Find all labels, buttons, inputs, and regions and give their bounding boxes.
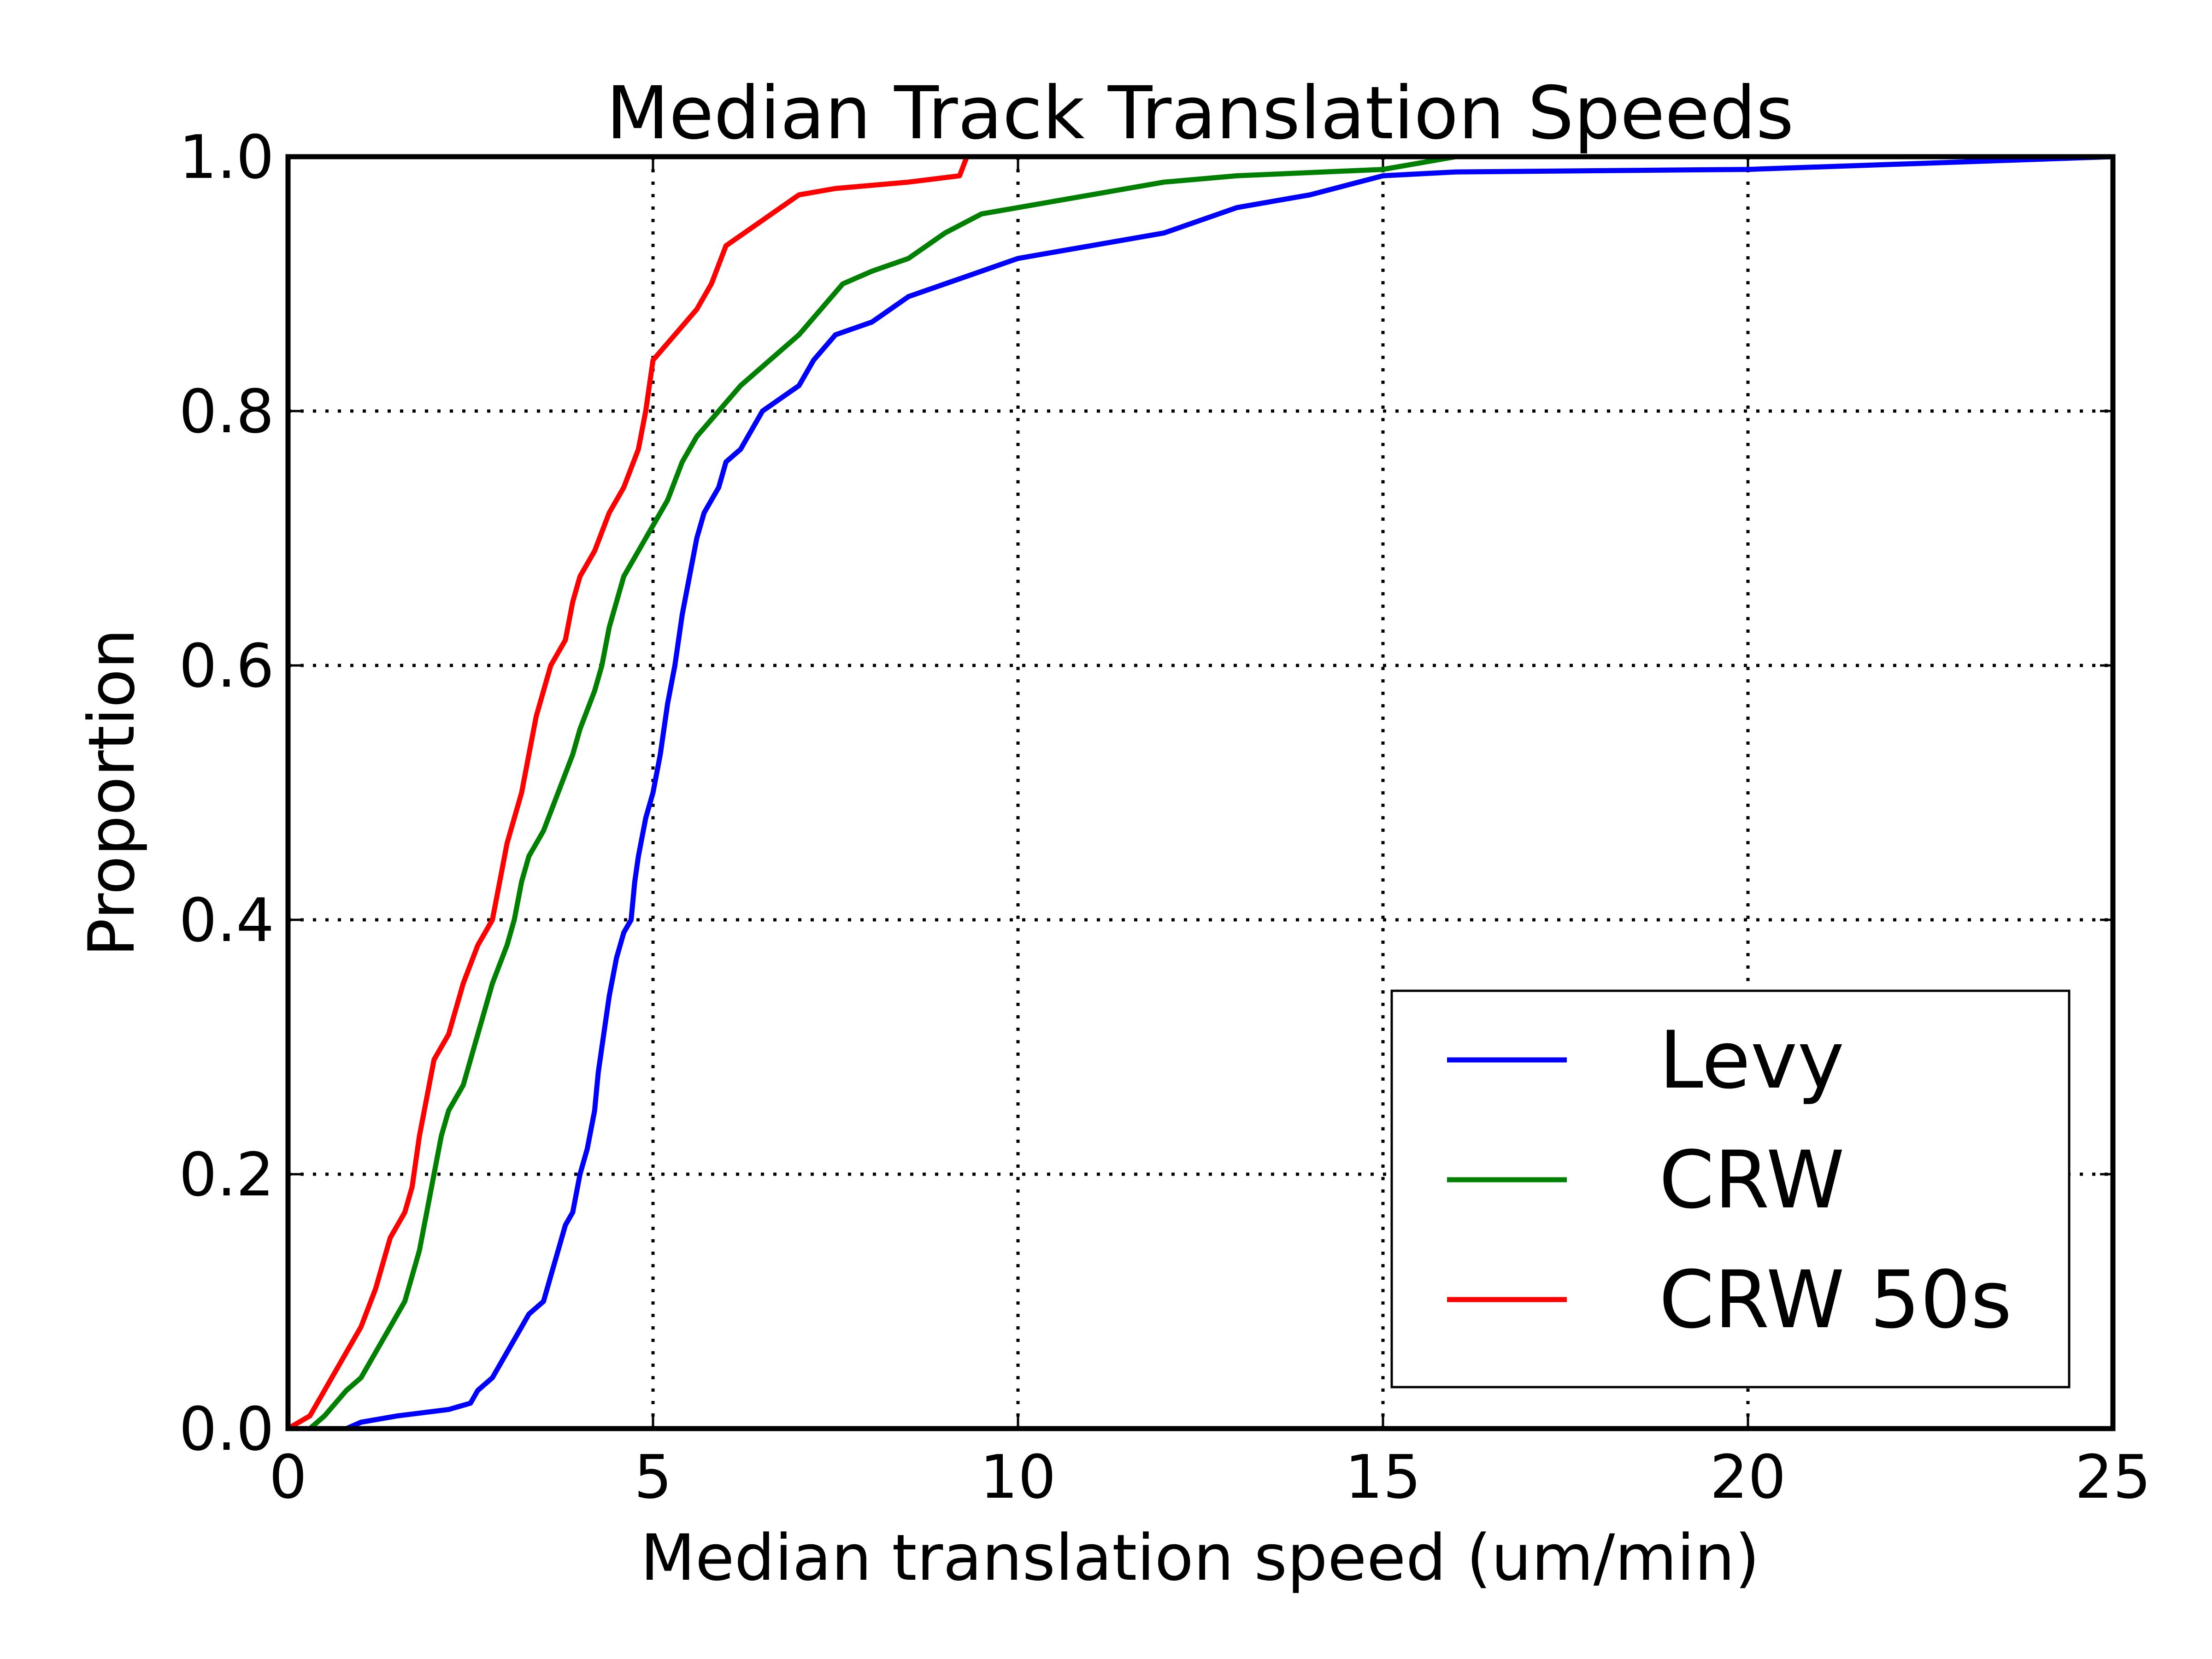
- y-tick-label: 0.2: [179, 1140, 274, 1210]
- legend: Levy CRW CRW 50s: [1390, 989, 2071, 1388]
- chart-title: Median Track Translation Speeds: [606, 71, 1794, 156]
- legend-items: Levy CRW CRW 50s: [1447, 1014, 2012, 1346]
- y-axis-label: Proportion: [75, 629, 149, 957]
- y-tick-label: 0.8: [179, 377, 274, 447]
- x-tick-label: 0: [269, 1442, 307, 1512]
- legend-label-levy: Levy: [1659, 1014, 1844, 1106]
- y-tick-label: 0.6: [179, 631, 274, 701]
- y-tick-label: 0.4: [179, 885, 274, 955]
- series-line-crw: [308, 154, 1457, 1431]
- series-line-crw-50s: [287, 156, 970, 1431]
- y-tick-label: 0.0: [179, 1394, 274, 1464]
- series-line-levy: [345, 154, 2113, 1431]
- x-tick-label: 15: [1345, 1442, 1421, 1512]
- y-tick-labels: 0.0 0.2 0.4 0.6 0.8 1.0: [179, 122, 274, 1464]
- x-tick-label: 25: [2075, 1442, 2151, 1512]
- y-tick-label: 1.0: [179, 122, 274, 192]
- series-lines: [287, 154, 2113, 1431]
- legend-box: [1390, 989, 2071, 1388]
- x-tick-label: 5: [634, 1442, 672, 1512]
- x-tick-label: 20: [1710, 1442, 1786, 1512]
- x-tick-label: 10: [980, 1442, 1056, 1512]
- legend-label-crw-50s: CRW 50s: [1659, 1253, 2012, 1346]
- legend-label-crw: CRW: [1659, 1134, 1845, 1226]
- plot-frame: [285, 154, 2116, 1431]
- x-tick-labels: 0 5 10 15 20 25: [269, 1442, 2151, 1512]
- x-axis-label: Median translation speed (um/min): [641, 1521, 1760, 1595]
